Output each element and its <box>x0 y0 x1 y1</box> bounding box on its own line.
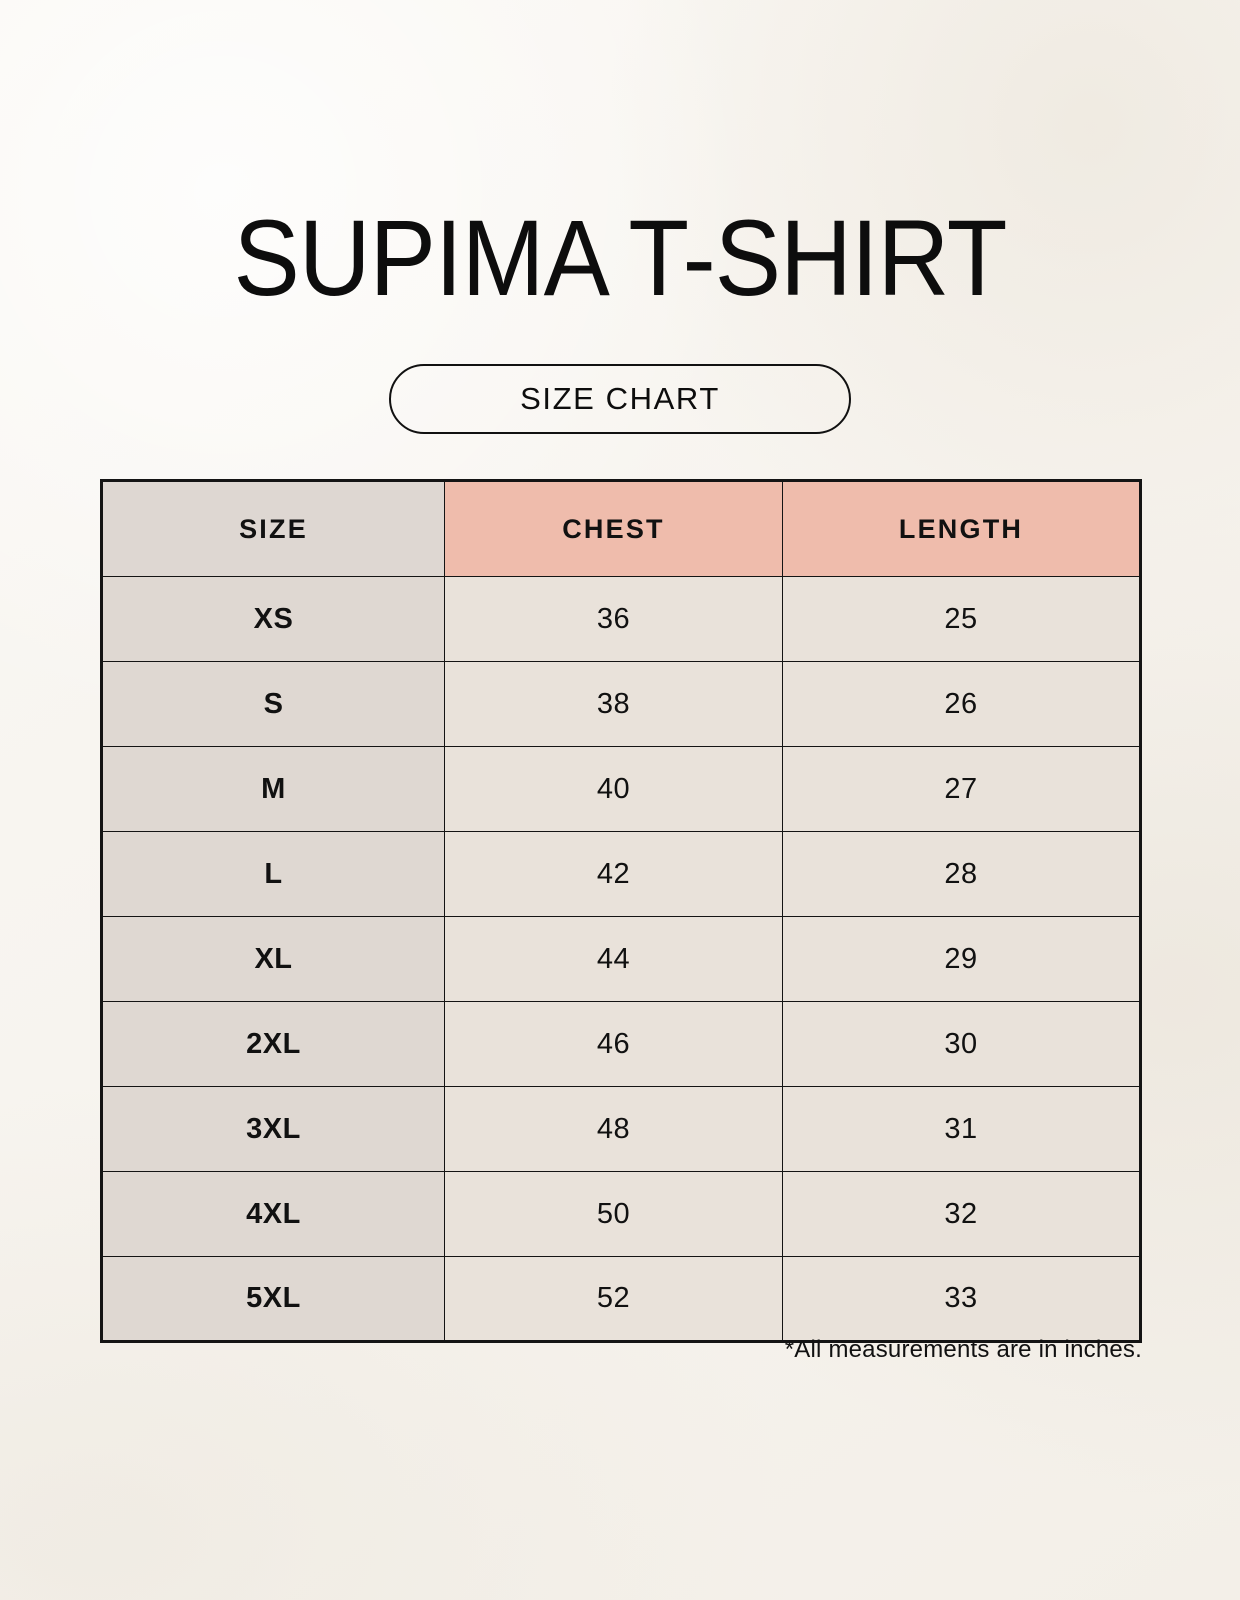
table-row: 4XL 50 32 <box>101 1171 1141 1257</box>
cell-chest: 40 <box>444 746 783 832</box>
column-header-length: LENGTH <box>782 480 1141 577</box>
cell-chest: 44 <box>444 916 783 1002</box>
table-row: S 38 26 <box>101 661 1141 747</box>
cell-size: S <box>101 661 445 747</box>
cell-size: 4XL <box>101 1171 445 1257</box>
size-table-container: SIZE CHEST LENGTH XS 36 25 S 38 26 M <box>100 479 1142 1343</box>
cell-size: 5XL <box>101 1256 445 1342</box>
cell-size: 2XL <box>101 1001 445 1087</box>
table-row: M 40 27 <box>101 746 1141 832</box>
table-row: XS 36 25 <box>101 576 1141 662</box>
table-body: XS 36 25 S 38 26 M 40 27 L 42 28 <box>101 576 1141 1342</box>
cell-size: L <box>101 831 445 917</box>
cell-length: 29 <box>782 916 1141 1002</box>
table-row: XL 44 29 <box>101 916 1141 1002</box>
cell-chest: 36 <box>444 576 783 662</box>
cell-length: 31 <box>782 1086 1141 1172</box>
page-title: SUPIMA T-SHIRT <box>233 197 1007 318</box>
cell-chest: 50 <box>444 1171 783 1257</box>
badge-container: SIZE CHART <box>0 364 1240 434</box>
cell-length: 27 <box>782 746 1141 832</box>
cell-size: 3XL <box>101 1086 445 1172</box>
cell-chest: 48 <box>444 1086 783 1172</box>
cell-chest: 42 <box>444 831 783 917</box>
table-row: 5XL 52 33 <box>101 1256 1141 1342</box>
cell-size: XS <box>101 576 445 662</box>
column-header-chest: CHEST <box>444 480 783 577</box>
cell-chest: 38 <box>444 661 783 747</box>
column-header-size: SIZE <box>101 480 445 577</box>
size-table: SIZE CHEST LENGTH XS 36 25 S 38 26 M <box>100 479 1142 1343</box>
table-row: 2XL 46 30 <box>101 1001 1141 1087</box>
cell-length: 25 <box>782 576 1141 662</box>
table-row: 3XL 48 31 <box>101 1086 1141 1172</box>
measurement-units-footnote: *All measurements are in inches. <box>784 1336 1142 1363</box>
size-chart-badge: SIZE CHART <box>389 364 851 434</box>
cell-length: 33 <box>782 1256 1141 1342</box>
cell-length: 30 <box>782 1001 1141 1087</box>
cell-size: XL <box>101 916 445 1002</box>
table-header: SIZE CHEST LENGTH <box>101 480 1141 577</box>
table-header-row: SIZE CHEST LENGTH <box>101 480 1141 577</box>
cell-length: 28 <box>782 831 1141 917</box>
table-row: L 42 28 <box>101 831 1141 917</box>
cell-chest: 52 <box>444 1256 783 1342</box>
cell-chest: 46 <box>444 1001 783 1087</box>
cell-length: 32 <box>782 1171 1141 1257</box>
cell-size: M <box>101 746 445 832</box>
cell-length: 26 <box>782 661 1141 747</box>
